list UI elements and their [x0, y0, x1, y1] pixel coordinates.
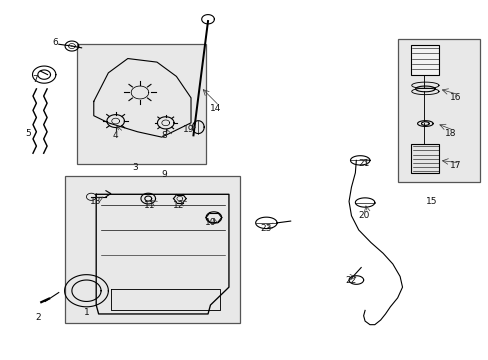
- FancyBboxPatch shape: [64, 176, 239, 323]
- Text: 20: 20: [357, 211, 368, 220]
- Text: 3: 3: [132, 163, 138, 172]
- Text: 18: 18: [445, 129, 456, 138]
- Text: 8: 8: [161, 131, 167, 140]
- Text: 21: 21: [357, 159, 368, 168]
- Text: 23: 23: [260, 224, 271, 233]
- Text: 14: 14: [209, 104, 221, 113]
- Bar: [410, 144, 439, 173]
- Text: 2: 2: [35, 313, 41, 322]
- Text: 5: 5: [25, 129, 31, 138]
- Bar: [410, 45, 439, 75]
- Text: 22: 22: [345, 275, 356, 284]
- Text: 16: 16: [449, 93, 461, 102]
- Text: 11: 11: [143, 201, 155, 210]
- FancyBboxPatch shape: [77, 44, 205, 164]
- Text: 10: 10: [204, 219, 216, 228]
- FancyBboxPatch shape: [397, 39, 479, 182]
- Text: 6: 6: [52, 38, 58, 47]
- Text: 12: 12: [173, 201, 184, 210]
- Text: 19: 19: [183, 126, 194, 135]
- Text: 7: 7: [33, 76, 38, 85]
- Text: 1: 1: [83, 308, 89, 317]
- Text: 4: 4: [113, 131, 118, 140]
- Text: 15: 15: [425, 197, 437, 206]
- Text: 9: 9: [161, 170, 167, 179]
- Text: 13: 13: [90, 197, 102, 206]
- Text: 17: 17: [449, 161, 461, 170]
